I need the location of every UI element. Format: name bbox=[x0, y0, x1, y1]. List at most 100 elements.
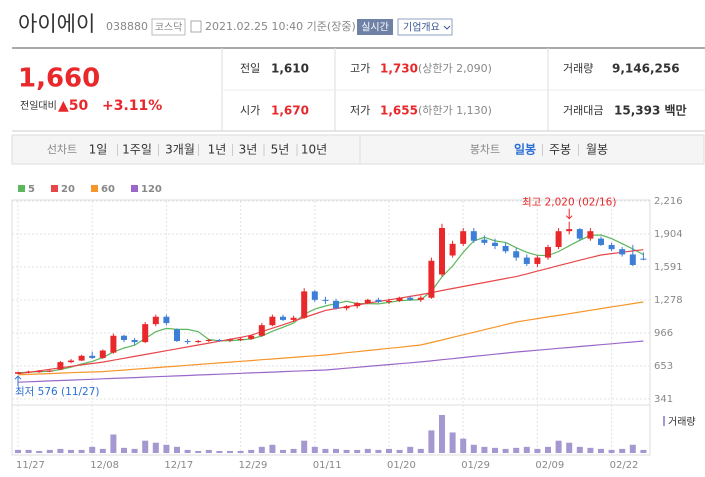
volume-bar bbox=[555, 440, 562, 453]
low-annotation: 최저 576 (11/27) bbox=[15, 386, 100, 398]
volume-bar bbox=[227, 450, 233, 453]
tab[interactable]: 월봉 bbox=[586, 143, 608, 157]
candle-body bbox=[25, 371, 32, 373]
realtime-label: 실시간 bbox=[361, 22, 389, 34]
high-arrow bbox=[565, 208, 573, 220]
volume-bar bbox=[502, 448, 509, 453]
high-annotation: 최고 2,020 (02/16) bbox=[522, 197, 617, 209]
candle-body bbox=[301, 291, 308, 318]
stock-name: 아이에이 bbox=[18, 12, 95, 36]
volume-bar bbox=[513, 447, 520, 453]
cell-value: 15,393 백만 bbox=[614, 103, 687, 118]
volume-bar bbox=[269, 444, 276, 453]
volume-bar bbox=[354, 449, 361, 453]
candle-body bbox=[375, 299, 382, 302]
cell-label: 시가 bbox=[240, 104, 260, 117]
candle-body bbox=[619, 249, 626, 255]
volume-bar bbox=[184, 449, 191, 453]
volume-bar bbox=[566, 442, 573, 453]
volume-bar bbox=[290, 448, 297, 453]
tab[interactable]: 1년 bbox=[208, 143, 227, 157]
candle-body bbox=[15, 372, 21, 374]
x-tick-label: 01/11 bbox=[313, 460, 342, 471]
x-tick-label: 02/09 bbox=[535, 460, 564, 471]
cell-label: 저가 bbox=[350, 104, 370, 117]
volume-bar bbox=[417, 448, 424, 453]
tab[interactable]: 3년 bbox=[239, 143, 258, 157]
candle-body bbox=[492, 242, 498, 246]
moving-average-line bbox=[17, 301, 644, 376]
stock-code: 038880 bbox=[106, 20, 148, 33]
low-arrow bbox=[14, 375, 22, 387]
volume-bar bbox=[36, 450, 43, 453]
volume-bar bbox=[78, 449, 85, 453]
volume-bar bbox=[195, 450, 202, 453]
volume-bar bbox=[470, 444, 477, 453]
volume-bar bbox=[89, 446, 96, 453]
tab[interactable]: 5년 bbox=[271, 143, 290, 157]
candle-body bbox=[523, 257, 530, 264]
dropdown-arrow bbox=[443, 25, 451, 30]
candle-body bbox=[439, 228, 445, 275]
candle-body bbox=[163, 316, 170, 324]
volume-bar bbox=[216, 450, 223, 453]
y-tick-label: 2,216 bbox=[654, 196, 683, 207]
volume-bar bbox=[481, 446, 488, 453]
x-tick-label: 01/20 bbox=[387, 460, 416, 471]
legend-label: 20 bbox=[61, 184, 75, 195]
x-tick-label: 01/29 bbox=[461, 460, 490, 471]
candle-body bbox=[333, 300, 339, 309]
legend-label: 60 bbox=[101, 184, 115, 195]
cell-value: 1,610 bbox=[271, 62, 309, 76]
current-price: 1,660 bbox=[18, 64, 100, 94]
legend-label: 120 bbox=[141, 184, 162, 195]
tab[interactable]: 주봉 bbox=[549, 143, 571, 157]
volume-bar bbox=[99, 448, 106, 453]
y-tick-label: 653 bbox=[654, 361, 673, 372]
candle-body bbox=[57, 362, 64, 370]
candle-body bbox=[131, 339, 138, 343]
volume-bar bbox=[534, 448, 541, 453]
x-tick-label: 02/22 bbox=[610, 460, 639, 471]
tab[interactable]: 1일 bbox=[89, 143, 108, 157]
overview-label: 기업개요 bbox=[403, 21, 440, 34]
volume-bar bbox=[629, 444, 636, 453]
candle-body bbox=[587, 231, 594, 239]
realtime-badge[interactable] bbox=[357, 19, 393, 35]
tab-group-label: 선차트 bbox=[47, 143, 77, 156]
cell-note: (상한가 2,090) bbox=[418, 62, 492, 75]
y-tick-label: 1,278 bbox=[654, 295, 683, 306]
tab-bar bbox=[11, 134, 705, 165]
legend-label: 5 bbox=[28, 184, 35, 195]
tab[interactable]: 일봉 bbox=[514, 143, 536, 157]
volume-bar bbox=[364, 448, 371, 453]
tab[interactable]: 10년 bbox=[301, 143, 327, 157]
volume-bar bbox=[110, 434, 117, 453]
candle-body bbox=[311, 291, 318, 300]
candle-body bbox=[99, 350, 106, 358]
volume-legend: 거래량 bbox=[668, 416, 696, 428]
candle-body bbox=[545, 247, 551, 258]
candle-body bbox=[598, 238, 604, 245]
candle-body bbox=[364, 299, 371, 304]
legend-swatch bbox=[18, 185, 25, 192]
candle-body bbox=[555, 231, 562, 248]
cell-label: 고가 bbox=[350, 62, 370, 75]
volume-bar bbox=[322, 448, 329, 453]
candle-body bbox=[258, 325, 265, 336]
candle-body bbox=[216, 339, 223, 341]
tab[interactable]: 1주일 bbox=[122, 143, 152, 157]
volume-bar bbox=[386, 448, 392, 453]
legend-swatch bbox=[51, 185, 58, 192]
volume-bar bbox=[343, 449, 350, 453]
candle-body bbox=[396, 297, 403, 301]
volume-bar bbox=[396, 449, 403, 453]
volume-bar bbox=[311, 446, 318, 453]
cell-label: 전일 bbox=[240, 61, 260, 75]
volume-bar bbox=[142, 440, 149, 453]
tab[interactable]: 3개월 bbox=[165, 143, 195, 157]
candle-body bbox=[386, 300, 392, 302]
overview-button[interactable] bbox=[397, 18, 453, 36]
volume-bar bbox=[333, 448, 339, 453]
